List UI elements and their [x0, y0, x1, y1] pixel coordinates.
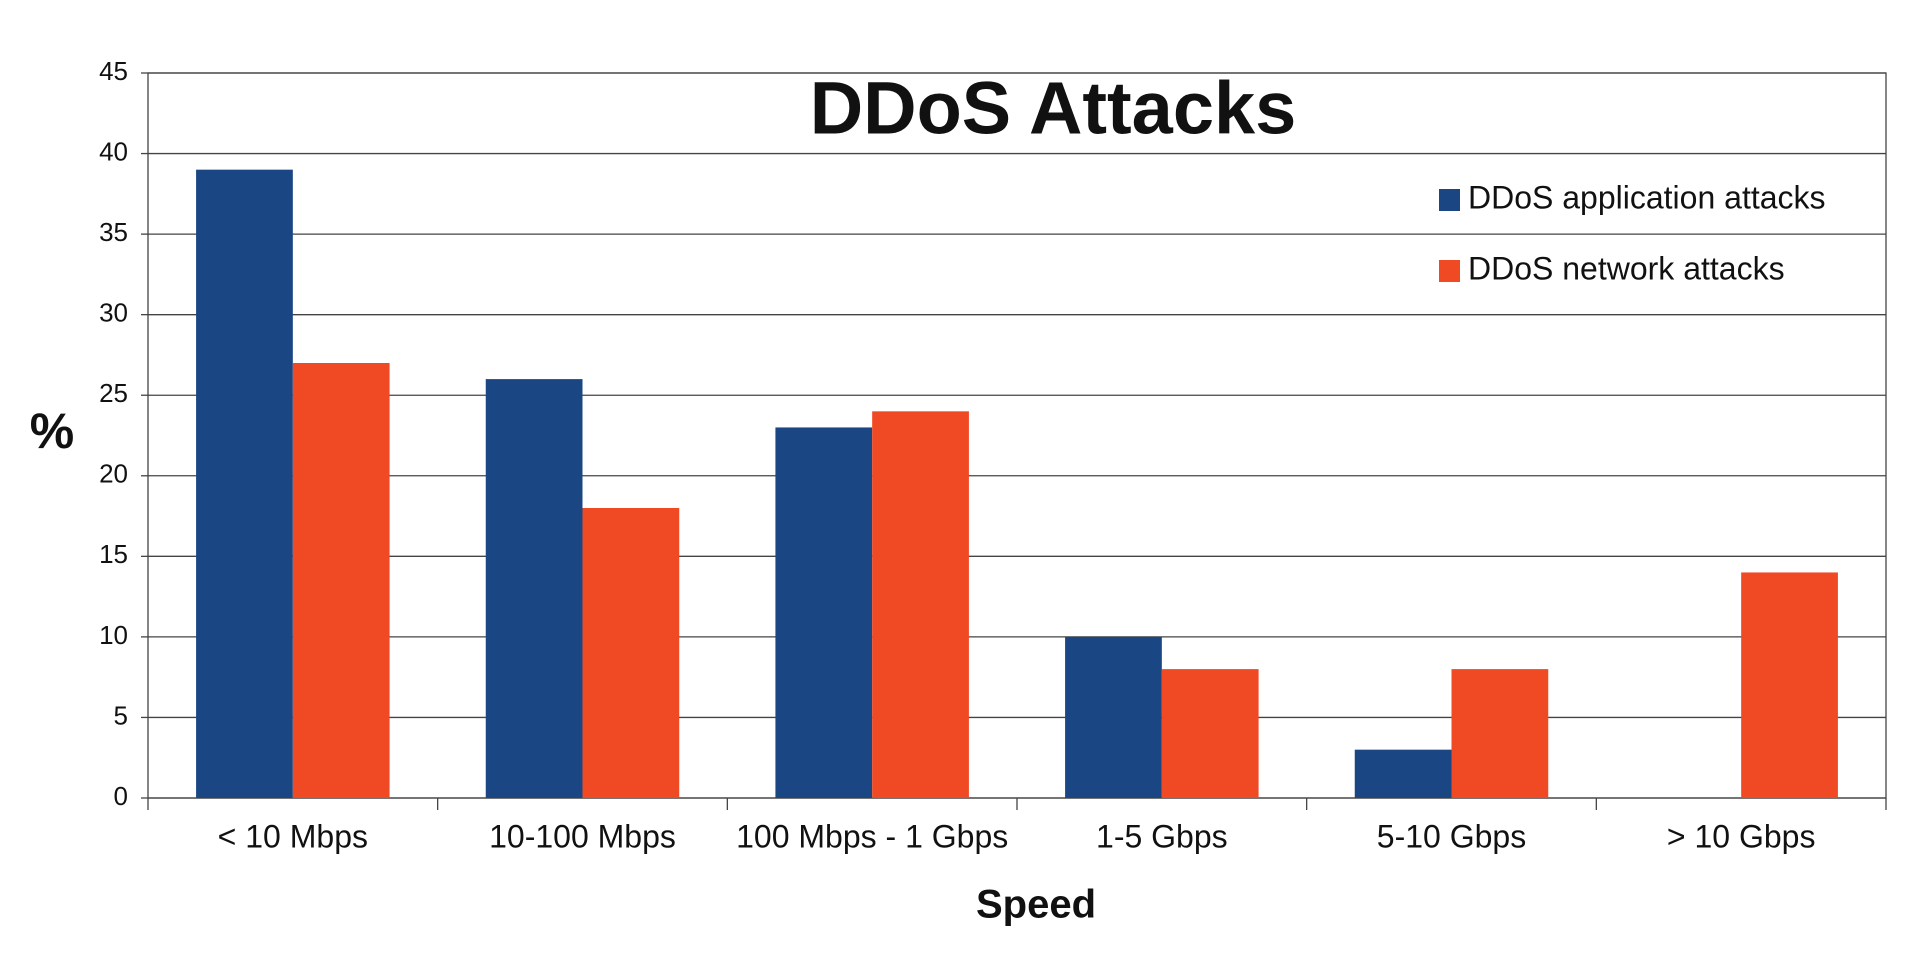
y-tick-label: 0 — [114, 781, 128, 811]
y-tick-label: 25 — [99, 378, 128, 408]
bar — [872, 411, 969, 798]
x-tick-label: 1-5 Gbps — [1096, 818, 1228, 854]
bar — [1161, 669, 1259, 798]
legend-label: DDoS network attacks — [1468, 250, 1785, 286]
bar — [582, 508, 680, 798]
y-tick-label: 15 — [99, 539, 128, 569]
bar — [485, 379, 583, 798]
legend-swatch — [1439, 189, 1460, 211]
x-tick-label: < 10 Mbps — [218, 818, 368, 854]
y-tick-label: 20 — [99, 459, 128, 489]
x-tick-label: 10-100 Mbps — [489, 818, 676, 854]
bar — [292, 363, 390, 798]
legend-swatch — [1439, 260, 1460, 282]
bar — [1451, 669, 1549, 798]
bar — [1354, 749, 1452, 798]
y-tick-label: 35 — [99, 217, 128, 247]
x-tick-label: 100 Mbps - 1 Gbps — [736, 818, 1008, 854]
bar — [1065, 636, 1162, 798]
x-tick-label: > 10 Gbps — [1667, 818, 1816, 854]
y-tick-label: 5 — [114, 700, 128, 730]
bar — [775, 427, 873, 798]
x-axis-label: Speed — [976, 883, 1096, 927]
bar — [1741, 572, 1838, 798]
legend-label: DDoS application attacks — [1468, 179, 1826, 215]
y-tick-label: 30 — [99, 298, 128, 328]
y-axis-label: % — [30, 403, 74, 459]
y-tick-label: 45 — [99, 56, 128, 86]
x-tick-label: 5-10 Gbps — [1377, 818, 1526, 854]
bar — [196, 169, 293, 798]
y-tick-label: 40 — [99, 136, 128, 166]
chart-title: DDoS Attacks — [810, 67, 1297, 150]
y-tick-label: 10 — [99, 620, 128, 650]
